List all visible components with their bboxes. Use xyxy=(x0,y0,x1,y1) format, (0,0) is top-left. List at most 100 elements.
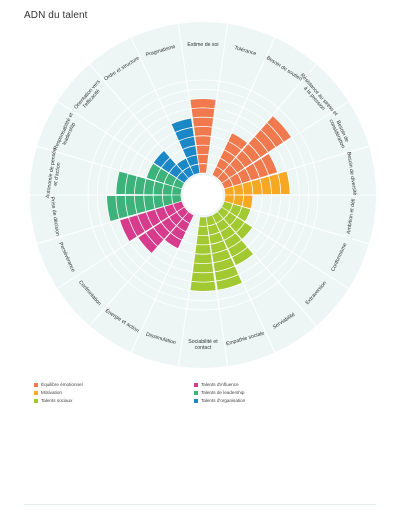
bar-organisation xyxy=(171,118,200,175)
bar-segment xyxy=(212,249,231,263)
legend-swatch xyxy=(34,382,38,387)
grid-spoke xyxy=(217,211,317,327)
bar-segment xyxy=(196,235,210,245)
bar-segment xyxy=(216,275,242,290)
bar-segment xyxy=(146,227,164,246)
page-title: ADN du talent xyxy=(24,10,88,21)
bar-segment xyxy=(162,195,173,206)
legend-label: Équilibre émotionnel xyxy=(41,382,83,387)
grid-spoke xyxy=(36,145,183,190)
bar-segment xyxy=(171,226,186,240)
bar-segment xyxy=(169,212,182,226)
bar-segment xyxy=(191,272,215,282)
bar-segment xyxy=(186,155,199,167)
bar-segment xyxy=(162,184,173,195)
bar-segment xyxy=(198,164,208,173)
bar-segment xyxy=(194,126,212,136)
bar-segment xyxy=(232,247,253,266)
bar-segment xyxy=(177,207,189,219)
bar-segment xyxy=(153,181,164,195)
bar-segment xyxy=(169,164,182,178)
legend-label: Talents sociaux xyxy=(41,398,73,403)
bar-segment xyxy=(183,212,194,223)
bar-segment xyxy=(194,254,212,264)
bar-segment xyxy=(173,178,185,189)
bar-segment xyxy=(220,150,235,164)
category-label: Prise de décision xyxy=(48,196,60,236)
bar-segment xyxy=(242,195,253,209)
bar-segment xyxy=(116,171,128,195)
grid-spoke xyxy=(205,23,229,174)
bar-motivation xyxy=(224,195,253,209)
bar-segment xyxy=(177,158,190,171)
bar-segment xyxy=(228,133,247,150)
bar-leadership xyxy=(107,195,182,221)
bar-segment xyxy=(155,168,169,183)
grid-spoke xyxy=(211,214,276,353)
bar-segment xyxy=(237,168,251,183)
bar-segment xyxy=(192,117,214,127)
legend-label: Motivation xyxy=(41,390,62,395)
bar-segment xyxy=(224,164,237,178)
legend-label: Talents d'influence xyxy=(201,382,239,387)
bar-segment xyxy=(182,146,197,158)
bar-segment xyxy=(221,178,233,189)
bar-segment xyxy=(144,179,155,195)
bar-influence xyxy=(120,201,185,241)
legend-swatch xyxy=(194,382,198,387)
bar-sociaux xyxy=(206,215,242,290)
bar-segment xyxy=(206,215,216,226)
legend-label: Talents de leadership xyxy=(201,390,245,395)
grid-spoke xyxy=(223,200,370,245)
bar-segment xyxy=(197,226,209,236)
bar-segment xyxy=(172,186,182,195)
bar-segment xyxy=(261,123,284,147)
bar-segment xyxy=(267,116,291,142)
bar-segment xyxy=(173,201,185,212)
bar-segment xyxy=(245,163,260,181)
bar-segment xyxy=(229,173,242,186)
bar-segment xyxy=(242,144,260,163)
bar-segment xyxy=(192,263,214,273)
bar-segment xyxy=(216,219,229,232)
bar-segment xyxy=(153,222,170,239)
bar-segment xyxy=(134,176,146,195)
bar-segment xyxy=(229,204,242,217)
grid-spoke xyxy=(89,211,189,327)
bar-organisation xyxy=(153,151,189,183)
legend-item-motivation: Motivation xyxy=(34,389,62,396)
chart-hub xyxy=(183,175,223,215)
bar-leadership xyxy=(146,163,185,189)
bar-segment xyxy=(107,196,119,221)
grid-spoke xyxy=(211,37,276,176)
bar-segment xyxy=(190,98,216,109)
bar-segment xyxy=(216,158,229,171)
bar-segment xyxy=(137,212,153,232)
grid-spoke xyxy=(205,216,229,367)
bar-leadership xyxy=(116,171,182,195)
bar-segment xyxy=(153,151,170,168)
bar-segment xyxy=(233,195,244,206)
bar-sociaux xyxy=(212,212,253,266)
bar-segment xyxy=(196,145,210,155)
bar-segment xyxy=(248,137,268,158)
legend-item-organisation: Talents d'organisation xyxy=(194,397,245,404)
bar-segment xyxy=(195,244,211,254)
bar-segment xyxy=(195,136,211,146)
bar-segment xyxy=(212,212,223,223)
bar-influence xyxy=(165,212,194,249)
bar-organisation xyxy=(177,158,194,178)
legend-item-leadership: Talents de leadership xyxy=(194,389,244,396)
bar-segment xyxy=(224,212,237,226)
bar-segment xyxy=(220,226,235,240)
bar-segment xyxy=(191,108,215,118)
bar-segment xyxy=(230,217,245,233)
legend-label: Talents d'organisation xyxy=(201,398,246,403)
bar-segment xyxy=(242,181,253,195)
bar-segment xyxy=(177,171,189,183)
bar-equilibre xyxy=(217,116,291,183)
bar-segment xyxy=(197,154,209,164)
grid-spoke xyxy=(57,206,185,289)
grid-spoke xyxy=(57,101,185,184)
bar-segment xyxy=(171,118,193,132)
